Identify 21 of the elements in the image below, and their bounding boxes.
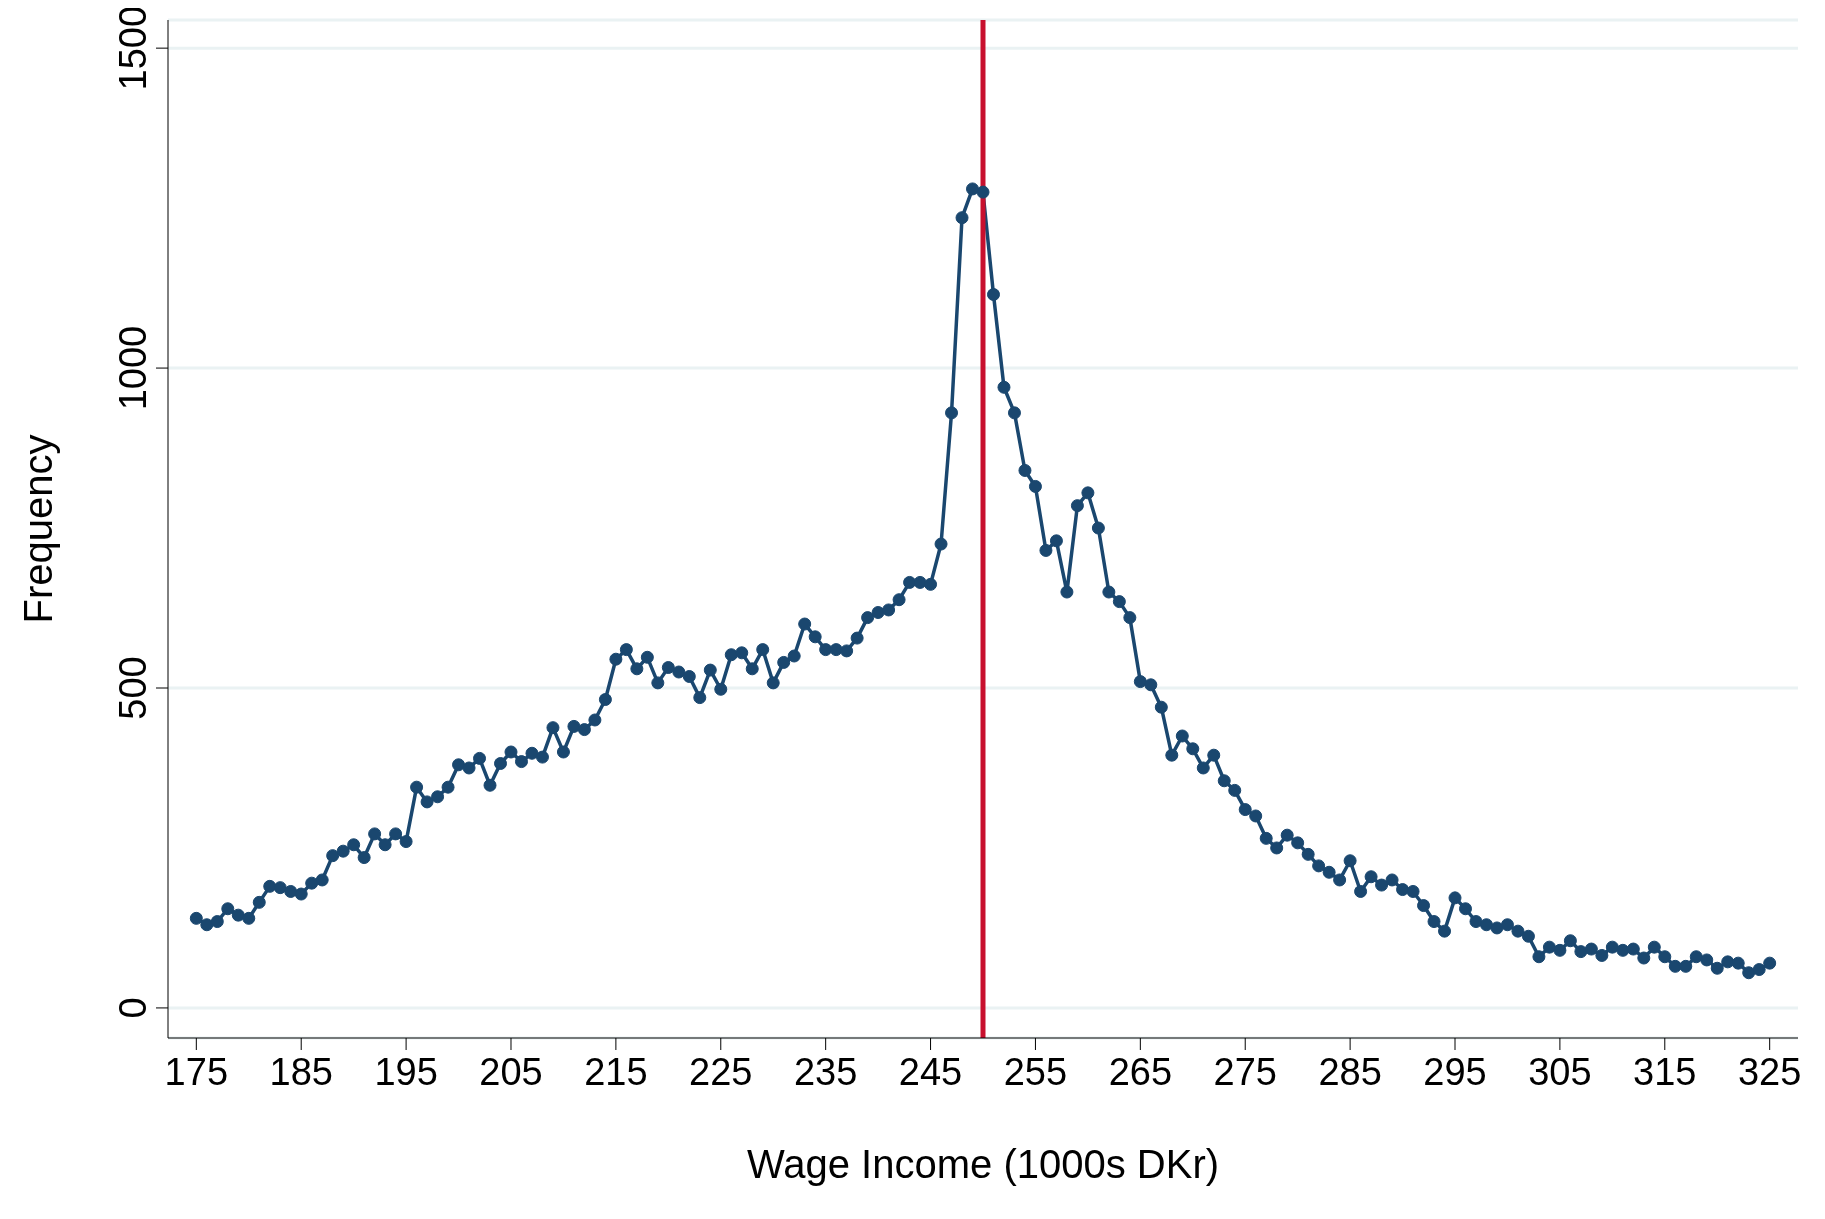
x-tick-label: 235 xyxy=(793,1050,858,1093)
x-tick-label: 205 xyxy=(479,1050,543,1093)
y-axis-title: Frequency xyxy=(16,434,61,624)
x-tick-label: 285 xyxy=(1318,1050,1382,1093)
x-tick-label: 175 xyxy=(164,1050,229,1093)
x-tick-label: 265 xyxy=(1108,1050,1173,1093)
y-tick-label: 0 xyxy=(112,997,154,1019)
y-tick-label: 500 xyxy=(112,656,154,720)
x-tick-label: 195 xyxy=(374,1050,438,1093)
x-tick-label: 325 xyxy=(1737,1050,1802,1093)
x-tick-label: 255 xyxy=(1003,1050,1068,1093)
x-tick-label: 295 xyxy=(1423,1050,1487,1093)
x-tick-label: 245 xyxy=(898,1050,963,1093)
x-tick-label: 185 xyxy=(269,1050,333,1093)
x-tick-label: 275 xyxy=(1213,1050,1277,1093)
y-tick-label: 1000 xyxy=(112,325,154,411)
x-tick-label: 215 xyxy=(584,1050,648,1093)
x-tick-label: 315 xyxy=(1633,1050,1697,1093)
x-tick-label: 305 xyxy=(1528,1050,1592,1093)
x-tick-label: 225 xyxy=(689,1050,753,1093)
x-axis-title: Wage Income (1000s DKr) xyxy=(746,1142,1220,1186)
